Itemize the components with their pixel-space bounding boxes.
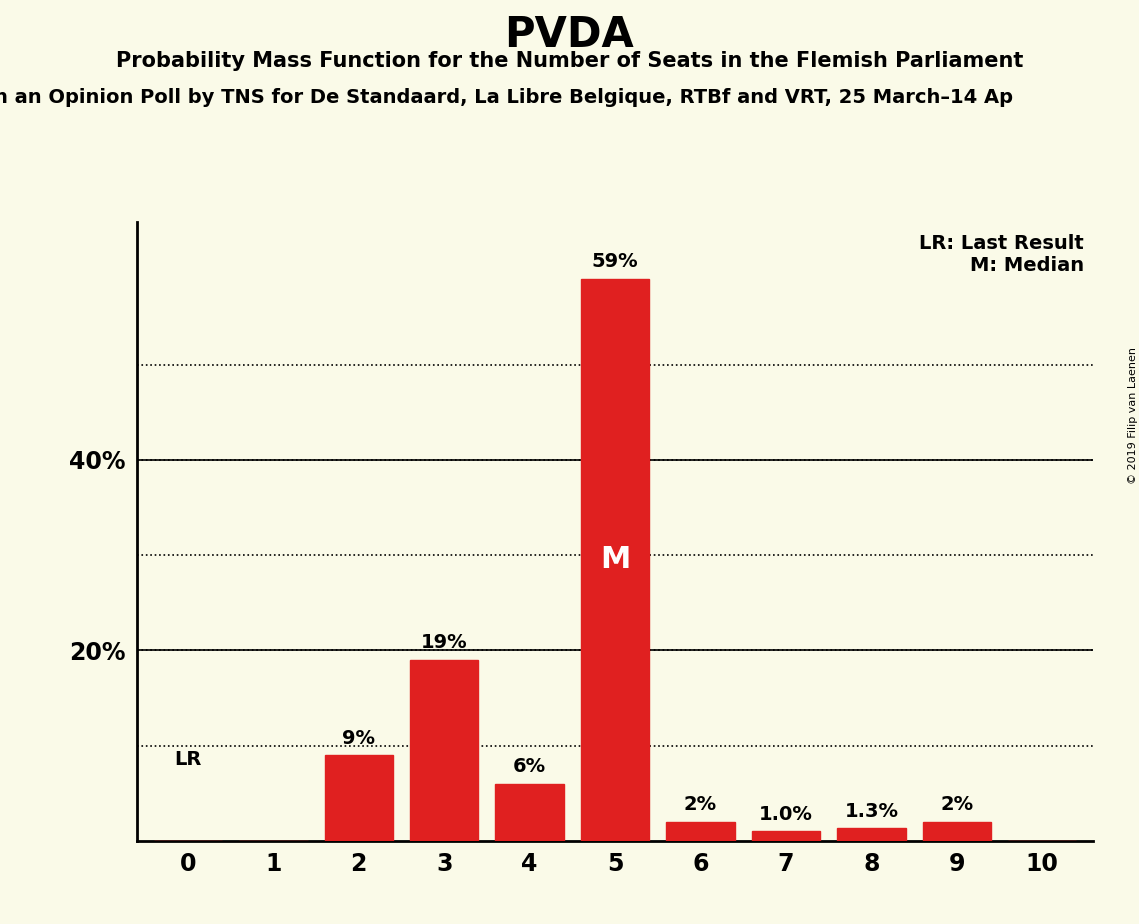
Text: 19%: 19% xyxy=(421,633,467,652)
Text: PVDA: PVDA xyxy=(505,14,634,55)
Text: LR: Last Result
M: Median: LR: Last Result M: Median xyxy=(919,234,1084,275)
Text: 2%: 2% xyxy=(940,796,974,814)
Text: 59%: 59% xyxy=(592,252,638,272)
Text: 1.0%: 1.0% xyxy=(759,805,813,823)
Bar xyxy=(410,660,478,841)
Bar xyxy=(666,821,735,841)
Bar xyxy=(923,821,991,841)
Bar xyxy=(495,784,564,841)
Bar xyxy=(581,279,649,841)
Text: n an Opinion Poll by TNS for De Standaard, La Libre Belgique, RTBf and VRT, 25 M: n an Opinion Poll by TNS for De Standaar… xyxy=(0,88,1014,107)
Text: 2%: 2% xyxy=(683,796,718,814)
Text: © 2019 Filip van Laenen: © 2019 Filip van Laenen xyxy=(1128,347,1138,484)
Text: LR: LR xyxy=(174,750,202,770)
Text: 9%: 9% xyxy=(343,728,375,748)
Bar xyxy=(837,829,906,841)
Text: 6%: 6% xyxy=(513,757,547,776)
Text: Probability Mass Function for the Number of Seats in the Flemish Parliament: Probability Mass Function for the Number… xyxy=(116,51,1023,71)
Bar xyxy=(325,755,393,841)
Text: M: M xyxy=(600,545,630,575)
Bar xyxy=(752,832,820,841)
Text: 1.3%: 1.3% xyxy=(844,802,899,821)
